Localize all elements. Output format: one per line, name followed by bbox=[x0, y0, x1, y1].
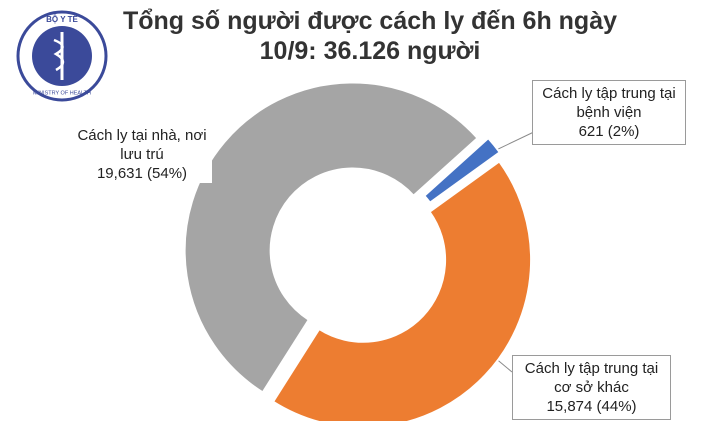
slice bbox=[422, 136, 502, 205]
data-label: Cách ly tại nhà, nơi lưu trú 19,631 (54%… bbox=[72, 126, 212, 183]
category-label: Cách ly tập trung tại cơ sở khác bbox=[524, 360, 659, 396]
data-label: Cách ly tập trung tại cơ sở khác 15,874 … bbox=[512, 355, 671, 420]
data-label: Cách ly tập trung tại bệnh viện 621 (2%) bbox=[532, 80, 686, 145]
chart-title: Tổng số người được cách ly đến 6h ngày 1… bbox=[122, 7, 618, 65]
donut bbox=[183, 81, 533, 421]
logo-bottom-text: MINISTRY OF HEALTH bbox=[33, 90, 91, 96]
slice bbox=[271, 160, 533, 421]
value-label: 19,631 (54%) bbox=[96, 165, 188, 182]
value-label: 15,874 (44%) bbox=[546, 398, 637, 415]
category-label: Cách ly tập trung tại bệnh viện bbox=[542, 85, 676, 121]
leader-line bbox=[491, 129, 539, 153]
category-label: Cách ly tại nhà, nơi lưu trú bbox=[77, 127, 207, 163]
logo: BỘ Y TẾ MINISTRY OF HEALTH bbox=[16, 10, 108, 102]
logo-top-text: BỘ Y TẾ bbox=[46, 14, 78, 24]
value-label: 621 (2%) bbox=[578, 123, 640, 140]
slice bbox=[183, 81, 479, 394]
logo-snake bbox=[53, 38, 65, 72]
